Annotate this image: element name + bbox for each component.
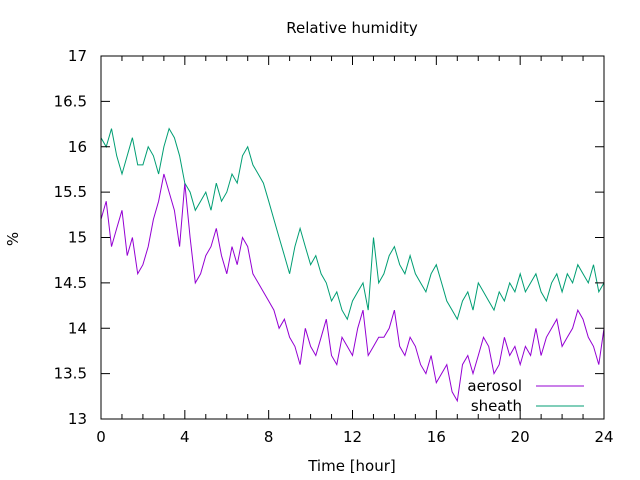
legend-label-sheath: sheath	[471, 397, 522, 415]
x-tick-label: 20	[511, 428, 530, 446]
x-tick-label: 0	[96, 428, 106, 446]
y-tick-label: 16	[68, 138, 87, 156]
y-axis-label: %	[4, 232, 22, 246]
y-tick-label: 15	[68, 229, 87, 247]
x-tick-label: 16	[427, 428, 446, 446]
y-tick-label: 17	[68, 47, 87, 65]
plot-border	[100, 55, 605, 420]
x-axis-label: Time [hour]	[307, 457, 396, 475]
y-tick-label: 14	[68, 319, 87, 337]
series-line-aerosol	[100, 173, 605, 403]
y-tick-label: 14.5	[54, 274, 87, 292]
tick-layer: 0 4 8 12 16 20 24 13 13.5 14 14.5 15 15.5 16 16.5 17	[54, 47, 614, 446]
legend-label-aerosol: aerosol	[467, 377, 522, 395]
legend: aerosol sheath	[467, 377, 584, 415]
y-tick-label: 13.5	[54, 365, 87, 383]
series-line-sheath	[100, 127, 605, 321]
y-tick-label: 15.5	[54, 183, 87, 201]
x-tick-label: 4	[180, 428, 190, 446]
series-layer	[100, 127, 605, 403]
x-tick-label: 24	[594, 428, 613, 446]
y-tick-label: 13	[68, 410, 87, 428]
x-tick-label: 8	[264, 428, 274, 446]
y-tick-label: 16.5	[54, 92, 87, 110]
x-tick-label: 12	[343, 428, 362, 446]
chart-title: Relative humidity	[286, 19, 418, 37]
